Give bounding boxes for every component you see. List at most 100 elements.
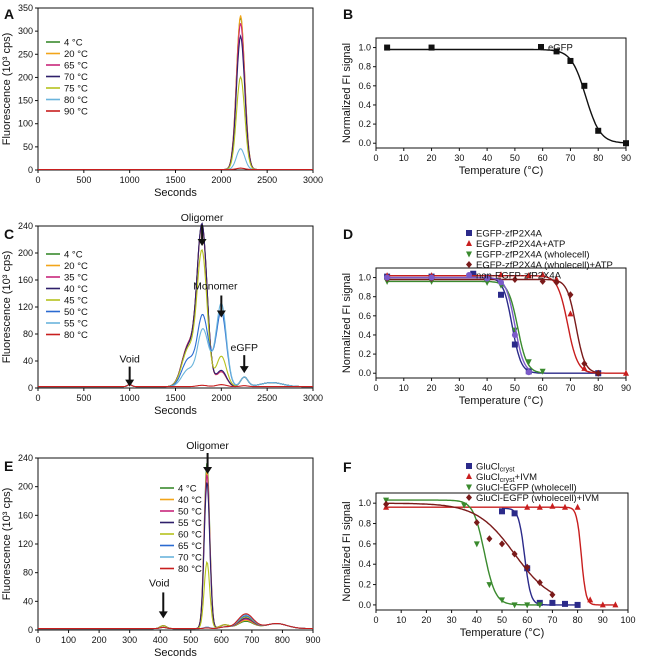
- x-tick-label: 0: [373, 383, 378, 393]
- data-point: [525, 359, 532, 366]
- x-tick-label: 3000: [303, 393, 323, 403]
- panel-d: D 0 10 20 30 40 50 60 70 80 90 0.0 0.2 0.4 0.6 0.8 1.0 Te…: [341, 226, 631, 407]
- y-tick-label: 0.4: [358, 330, 371, 340]
- data-point: [525, 369, 532, 376]
- x-tick-label: 10: [396, 615, 406, 625]
- y-tick-label: 0.8: [358, 62, 371, 72]
- panel-letter: B: [343, 6, 353, 22]
- x-axis-label: Temperature (°C): [459, 395, 543, 407]
- y-tick-label: 40: [23, 596, 33, 606]
- panel-letter: C: [4, 226, 14, 242]
- y-axis-label: Fluorescence (10³ cps): [1, 251, 13, 364]
- data-point: [536, 602, 543, 609]
- y-axis-label: Normalized FI signal: [341, 43, 353, 143]
- data-point: [511, 327, 518, 334]
- legend-label: 55 °C: [64, 319, 88, 330]
- data-point: [536, 579, 543, 587]
- series-line: [38, 148, 313, 171]
- annotation-label: Oligomer: [186, 440, 229, 452]
- series-line: [38, 613, 314, 630]
- data-point: [581, 364, 588, 371]
- legend-label: 40 °C: [178, 495, 202, 506]
- y-tick-label: 0.6: [358, 311, 371, 321]
- y-tick-label: 100: [18, 119, 33, 129]
- legend-label: 65 °C: [178, 541, 202, 552]
- data-point: [567, 310, 574, 317]
- y-tick-label: 1.0: [358, 273, 371, 283]
- legend-label: 45 °C: [64, 296, 88, 307]
- series-line: [38, 615, 314, 630]
- annotation-label: Monomer: [193, 281, 238, 293]
- data-point: [538, 44, 544, 50]
- x-tick-label: 70: [565, 153, 575, 163]
- legend-label: eGFP: [548, 43, 573, 54]
- y-axis-label: Fluorescence (10³ cps): [1, 488, 13, 601]
- y-tick-label: 240: [18, 453, 33, 463]
- y-tick-label: 40: [23, 356, 33, 366]
- x-tick-label: 0: [35, 175, 40, 185]
- legend-label: 70 °C: [64, 72, 88, 83]
- data-point: [623, 140, 629, 147]
- data-point: [466, 230, 472, 236]
- y-tick-label: 0.2: [358, 580, 371, 590]
- x-tick-label: 2500: [257, 393, 277, 403]
- y-tick-label: 0: [28, 165, 33, 175]
- x-tick-label: 80: [593, 383, 603, 393]
- data-point: [428, 274, 435, 281]
- fit-curve: [387, 276, 599, 374]
- legend-label: EGFP-zfP2X4A (wholecell)+ATP: [476, 260, 613, 271]
- annotation-arrow-head: [158, 611, 168, 619]
- x-tick-label: 60: [522, 615, 532, 625]
- y-tick-label: 0: [28, 625, 33, 635]
- data-point: [466, 463, 472, 469]
- legend-label: GluClcryst: [476, 462, 515, 474]
- annotation-arrow-head: [197, 239, 207, 246]
- legend-label: non-EGFP-zfP2X4A: [476, 271, 562, 282]
- x-tick-label: 40: [472, 615, 482, 625]
- y-tick-label: 200: [18, 72, 33, 82]
- data-point: [499, 597, 505, 604]
- y-tick-label: 0.4: [358, 100, 371, 110]
- x-tick-label: 0: [35, 393, 40, 403]
- data-point: [581, 82, 588, 89]
- y-tick-label: 300: [18, 26, 33, 36]
- x-tick-label: 50: [510, 383, 520, 393]
- data-point: [466, 251, 472, 258]
- y-tick-label: 240: [18, 221, 33, 231]
- x-tick-label: 800: [275, 635, 290, 645]
- y-tick-label: 0.0: [358, 600, 371, 610]
- y-tick-label: 0.6: [358, 81, 371, 91]
- panel-e: E 0 100 200 300 400 500 600 700 800 900 0 40 80 120 160…: [1, 440, 321, 659]
- x-tick-label: 70: [565, 383, 575, 393]
- legend-label: 50 °C: [64, 307, 88, 318]
- x-tick-label: 40: [482, 383, 492, 393]
- data-point: [384, 44, 391, 51]
- y-tick-label: 160: [18, 510, 33, 520]
- data-point: [428, 44, 435, 51]
- x-tick-label: 10: [399, 383, 409, 393]
- legend-label: GluClcryst+IVM: [476, 472, 537, 484]
- fit-curve: [386, 506, 616, 606]
- x-axis-label: Seconds: [154, 647, 197, 659]
- y-tick-label: 120: [18, 539, 33, 549]
- plot-frame: [375, 267, 627, 379]
- x-tick-label: 60: [538, 383, 548, 393]
- data-point: [524, 563, 531, 571]
- data-point: [499, 540, 505, 548]
- data-point: [484, 275, 491, 282]
- x-tick-label: 90: [621, 383, 631, 393]
- panel-letter: A: [4, 6, 14, 22]
- x-tick-label: 80: [573, 615, 583, 625]
- data-point: [539, 368, 546, 375]
- legend-label: EGFP-zfP2X4A (wholecell): [476, 250, 590, 261]
- legend-label: 20 °C: [64, 49, 88, 60]
- annotation-arrow-head: [125, 379, 135, 387]
- series-line: [38, 463, 314, 630]
- data-point: [562, 503, 568, 510]
- y-tick-label: 350: [18, 3, 33, 13]
- data-point: [383, 500, 390, 508]
- series-line: [38, 470, 314, 630]
- x-tick-label: 100: [61, 635, 76, 645]
- annotation-label: eGFP: [231, 342, 258, 354]
